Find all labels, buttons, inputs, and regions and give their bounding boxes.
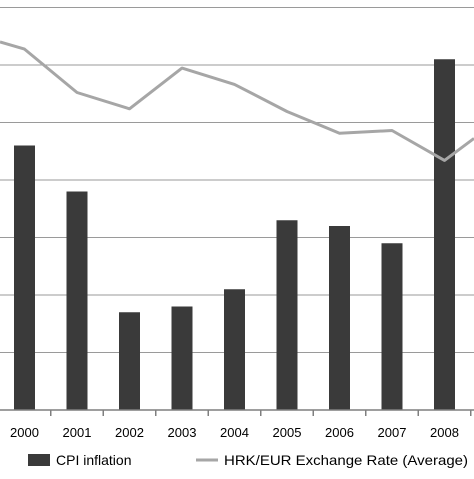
legend: CPI inflation HRK/EUR Exchange Rate (Aver… [28, 452, 468, 468]
x-tick-label: 2007 [378, 425, 407, 440]
bar-cpi-2000 [14, 146, 35, 411]
line-exchange-rate [0, 42, 474, 160]
x-tick-label: 2005 [273, 425, 302, 440]
bar-cpi-2001 [67, 192, 88, 411]
bar-cpi-2006 [329, 226, 350, 410]
legend-label-exchange-rate: HRK/EUR Exchange Rate (Average) [224, 452, 468, 468]
x-tick-label: 2000 [10, 425, 39, 440]
legend-label-cpi: CPI inflation [56, 452, 131, 468]
x-tick-label: 2008 [430, 425, 459, 440]
bar-cpi-2003 [172, 307, 193, 411]
bar-cpi-2008 [434, 59, 455, 410]
bar-cpi-2002 [119, 312, 140, 410]
x-tick-label: 2001 [63, 425, 92, 440]
bar-layer [14, 59, 455, 410]
line-layer [0, 42, 474, 160]
legend-swatch-cpi [28, 454, 50, 466]
bar-cpi-2007 [382, 243, 403, 410]
bar-cpi-2005 [277, 220, 298, 410]
x-tick-label: 2003 [168, 425, 197, 440]
x-tick-label: 2002 [115, 425, 144, 440]
x-tick-label: 2006 [325, 425, 354, 440]
axis-layer: 2000 2001 2002 2003 2004 2005 2006 2007 2008 [0, 410, 474, 440]
bar-cpi-2004 [224, 289, 245, 410]
x-tick-label: 2004 [220, 425, 249, 440]
